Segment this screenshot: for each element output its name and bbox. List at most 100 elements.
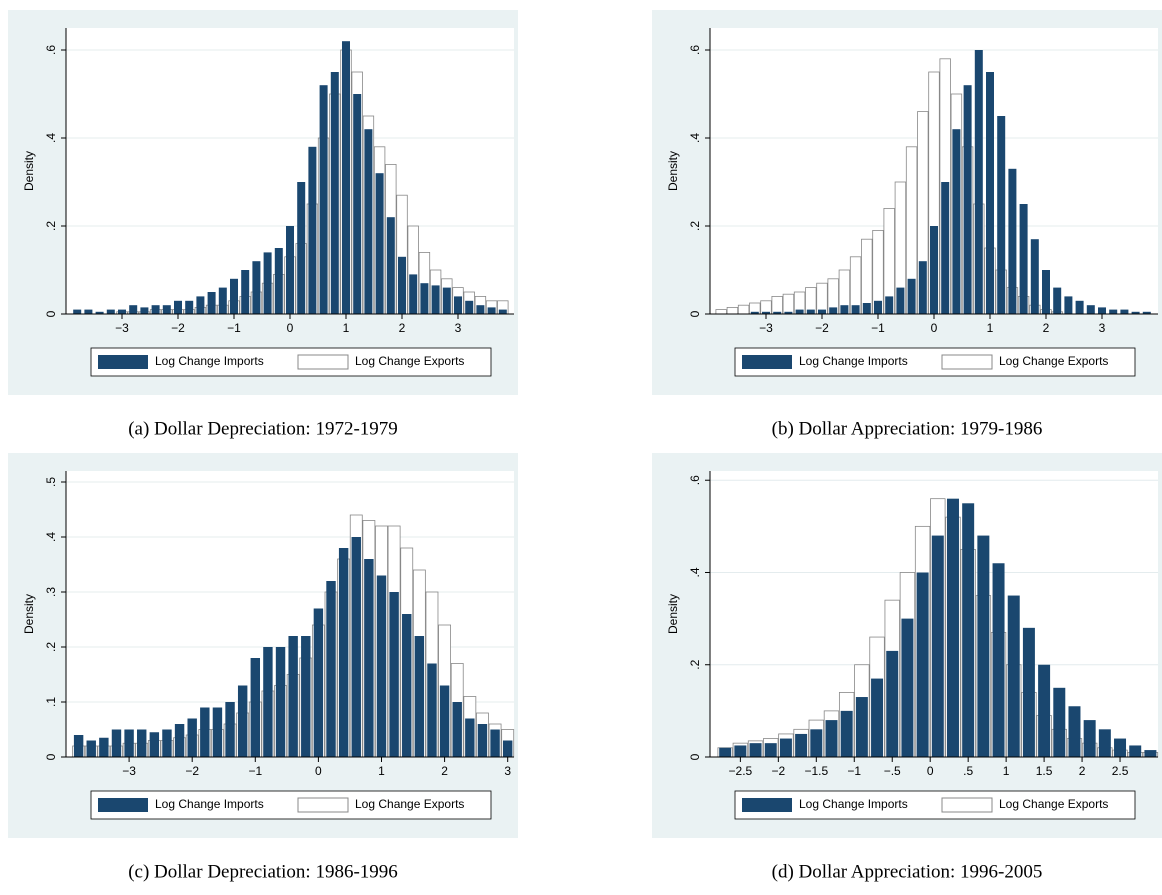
- histogram-bar: [288, 636, 298, 757]
- histogram-bar: [1053, 687, 1066, 757]
- histogram-bar: [861, 238, 873, 315]
- histogram-bar: [86, 740, 96, 757]
- legend-label: Log Change Imports: [155, 797, 264, 811]
- histogram-bar: [452, 702, 462, 757]
- histogram-bar: [338, 548, 349, 757]
- x-tick-label: −2: [771, 764, 785, 778]
- y-tick-label: 0: [688, 310, 702, 317]
- histogram-bar: [1114, 738, 1127, 757]
- histogram-bar: [1098, 729, 1111, 757]
- x-tick-label: −1: [871, 321, 885, 335]
- legend-swatch: [297, 797, 349, 813]
- histogram-bar: [871, 678, 884, 757]
- histogram-bar: [1086, 305, 1095, 314]
- x-tick-label: 3: [455, 321, 462, 335]
- histogram-bar: [319, 85, 328, 314]
- histogram-bar: [974, 50, 983, 314]
- histogram-bar: [99, 737, 109, 757]
- histogram-bar: [1131, 311, 1140, 314]
- histogram-bar: [825, 720, 838, 757]
- histogram-bar: [1075, 300, 1084, 314]
- histogram-bar: [1083, 720, 1096, 757]
- x-tick-label: 2: [441, 764, 448, 778]
- y-tick-label: .1: [44, 697, 58, 707]
- histogram-bar: [218, 287, 227, 314]
- histogram-bar: [476, 305, 485, 314]
- histogram-bar: [465, 300, 474, 314]
- x-tick-label: 1.5: [1036, 764, 1053, 778]
- histogram-bar: [364, 129, 373, 314]
- histogram-bar: [402, 614, 412, 757]
- histogram-bar: [962, 503, 975, 757]
- y-axis-label: Density: [666, 594, 680, 634]
- histogram-bar: [1019, 204, 1028, 314]
- histogram-bar: [465, 718, 475, 757]
- histogram-bar: [896, 287, 905, 314]
- histogram-bar: [230, 278, 238, 314]
- histogram-bar: [330, 72, 339, 314]
- histogram-bar: [111, 729, 122, 757]
- histogram-bar: [1042, 270, 1050, 314]
- y-tick-label: .6: [688, 475, 702, 485]
- histogram-bar: [241, 270, 250, 314]
- histogram-bar: [806, 309, 815, 314]
- x-tick-label: 0: [287, 321, 294, 335]
- legend-swatch: [941, 354, 993, 370]
- y-tick-label: .5: [44, 477, 58, 487]
- caption: (b) Dollar Appreciation: 1979-1986: [772, 418, 1043, 439]
- histogram-bar: [840, 305, 849, 314]
- y-axis-label: Density: [22, 151, 36, 191]
- x-tick-label: −1: [248, 764, 262, 778]
- histogram-bar: [719, 747, 732, 757]
- histogram-bar: [207, 292, 216, 314]
- histogram-bar: [855, 697, 868, 757]
- histogram-bar: [477, 724, 488, 757]
- x-tick-label: −1: [847, 764, 861, 778]
- histogram-bar: [946, 498, 959, 757]
- histogram-bar: [901, 618, 914, 757]
- histogram-bar: [734, 745, 747, 757]
- legend-box: [90, 347, 492, 377]
- legend-label: Log Change Exports: [999, 797, 1108, 811]
- y-tick-label: .2: [688, 221, 702, 231]
- histogram-bar: [151, 305, 160, 314]
- x-tick-label: −3: [115, 321, 129, 335]
- y-tick-label: .6: [688, 45, 702, 55]
- histogram-bar: [1098, 307, 1106, 314]
- y-axis-label: Density: [666, 151, 680, 191]
- histogram-bar: [174, 724, 185, 757]
- x-tick-label: −2: [815, 321, 829, 335]
- y-tick-label: 0: [44, 310, 58, 317]
- histogram-bar: [129, 305, 138, 314]
- legend-box: [734, 790, 1136, 820]
- histogram-bar: [431, 285, 440, 314]
- histogram-bar: [263, 252, 272, 314]
- x-tick-label: −.5: [884, 764, 901, 778]
- x-tick-label: −3: [759, 321, 773, 335]
- legend-swatch: [98, 355, 148, 369]
- x-tick-label: 2: [1079, 764, 1086, 778]
- x-tick-label: −1.5: [804, 764, 828, 778]
- histogram-bar: [715, 309, 727, 315]
- histogram-bar: [420, 283, 429, 314]
- histogram-bar: [840, 710, 853, 757]
- histogram-bar: [1120, 309, 1129, 314]
- histogram-bar: [773, 311, 782, 314]
- histogram-bar: [118, 309, 126, 314]
- x-tick-label: 0: [931, 321, 938, 335]
- histogram-bar: [818, 309, 826, 314]
- x-tick-label: −1: [227, 321, 241, 335]
- histogram-bar: [439, 685, 450, 757]
- x-tick-label: −3: [122, 764, 136, 778]
- x-tick-label: 1: [987, 321, 994, 335]
- legend-swatch: [98, 798, 148, 812]
- histogram-bar: [427, 663, 437, 757]
- histogram-bar: [771, 295, 783, 315]
- y-tick-label: .4: [688, 133, 702, 143]
- histogram-bar: [749, 743, 762, 757]
- legend-label: Log Change Imports: [155, 354, 264, 368]
- histogram-bar: [816, 282, 828, 315]
- legend-swatch: [941, 797, 993, 813]
- histogram-bar: [762, 311, 770, 314]
